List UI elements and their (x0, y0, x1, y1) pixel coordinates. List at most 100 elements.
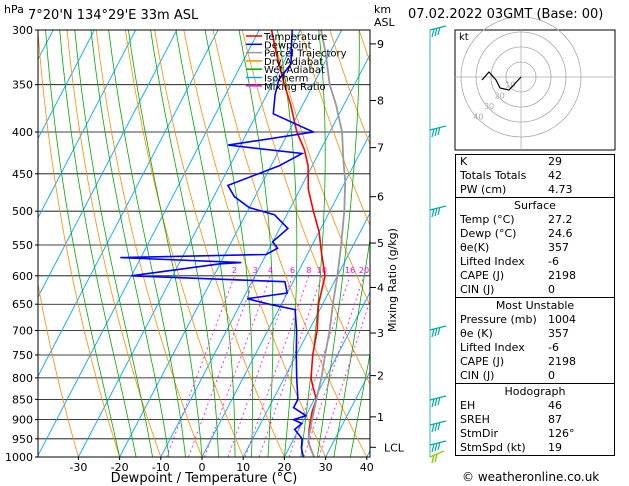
surface-section: Surface Temp (°C) 27.2 Dewp (°C) 24.6 θe(K) 3… (455, 197, 615, 298)
surface-label: CIN (J) (460, 283, 495, 296)
surface-label: θe(K) (460, 241, 490, 254)
surface-label: Temp (°C) (460, 213, 515, 226)
legend-label: Parcel Trajectory (264, 49, 347, 60)
dry-adiabat-line (183, 30, 326, 457)
index-value: 29 (548, 155, 562, 168)
most-unstable-value: 0 (548, 369, 555, 382)
surface-row: θe(K) 357 (456, 241, 614, 255)
mixing-ratio-line (288, 275, 351, 457)
hodograph-row: SREH 87 (456, 413, 614, 427)
surface-value: 2198 (548, 269, 576, 282)
mixing-ratio-label: 4 (268, 266, 273, 275)
pressure-tick-label: 400 (12, 126, 33, 139)
surface-value: 0 (548, 283, 555, 296)
mixing-ratio-label: 10 (317, 266, 327, 275)
pressure-tick-label: 500 (12, 205, 33, 218)
mixing-ratio-label: 16 (345, 266, 355, 275)
wet-adiabat-line (108, 30, 186, 457)
km-tick-label: 5 (377, 237, 384, 250)
x-axis-label: Dewpoint / Temperature (°C) (111, 471, 298, 486)
mixing-ratio-label: 3 (253, 266, 258, 275)
wet-adiabat-line (333, 236, 370, 457)
indices-table: K 29 Totals Totals 42 PW (cm) 4.73 Surface Te… (455, 154, 615, 456)
surface-label: Dewp (°C) (460, 227, 517, 240)
wet-adiabat-line (204, 30, 254, 457)
hodograph-label: StmSpd (kt) (460, 441, 526, 454)
pressure-tick-label: 700 (12, 325, 33, 338)
x-tick-label: -20 (111, 461, 129, 474)
hodograph-trace (481, 71, 522, 91)
run-date: 07.02.2022 03GMT (Base: 00) (408, 7, 604, 22)
pressure-tick-label: 450 (12, 168, 33, 181)
most-unstable-row: Pressure (mb) 1004 (456, 313, 614, 327)
km-tick-label: 4 (377, 281, 384, 294)
pressure-tick-label: 600 (12, 270, 33, 283)
surface-row: Temp (°C) 27.2 (456, 213, 614, 227)
surface-value: 24.6 (548, 227, 573, 240)
most-unstable-row: CIN (J) 0 (456, 369, 614, 383)
wind-barb-icon (429, 25, 447, 38)
index-value: 42 (548, 169, 562, 182)
surface-value: 27.2 (548, 213, 573, 226)
km-tick-label: 6 (377, 191, 384, 204)
mixing-ratio-line (166, 275, 235, 457)
isotherm-line (242, 212, 370, 457)
most-unstable-row: CAPE (J) 2198 (456, 355, 614, 369)
hodograph-ring-label: 20 (495, 91, 505, 100)
indices-section: K 29 Totals Totals 42 PW (cm) 4.73 (455, 154, 615, 198)
hodograph-row: EH 46 (456, 399, 614, 413)
wet-adiabat-line (128, 30, 203, 457)
hodograph-section: Hodograph EH 46 SREH 87 StmDir 126° StmSpd (kt… (455, 383, 615, 456)
x-tick-label: 10 (236, 461, 250, 474)
isotherm-line (160, 53, 370, 457)
surface-row: Lifted Index -6 (456, 255, 614, 269)
x-tick-label: -30 (69, 461, 87, 474)
pressure-tick-label: 950 (12, 433, 33, 446)
hodograph-value: 126° (548, 427, 575, 440)
index-row: Totals Totals 42 (456, 169, 614, 183)
legend-label: Temperature (263, 32, 327, 43)
dry-adiabat-line (125, 30, 244, 457)
chart-series (120, 30, 347, 457)
wind-barb-icon (429, 420, 447, 433)
chart-axes: 3003504004505005506006507007508008509009… (4, 3, 405, 486)
legend-label: Mixing Ratio (264, 82, 326, 93)
chart-grid: 2 3 4 6 8 10 16 20 25 (38, 30, 370, 457)
most-unstable-row: θe (K) 357 (456, 327, 614, 341)
dry-adiabat-line (95, 30, 203, 457)
surface-value: 357 (548, 241, 569, 254)
km-tick-label: 7 (377, 142, 384, 155)
wet-adiabat-line (349, 352, 370, 457)
wet-adiabat-line (74, 30, 153, 457)
km-tick-label: LCL (384, 441, 405, 454)
legend-label: Wet Adiabat (264, 65, 325, 76)
km-unit-label: km (374, 3, 391, 16)
x-tick-label: -10 (152, 461, 170, 474)
dry-adiabat-line (38, 30, 120, 457)
isotherm-line (38, 30, 137, 219)
most-unstable-label: Lifted Index (460, 341, 525, 354)
most-unstable-value: 2198 (548, 355, 576, 368)
most-unstable-section: Most Unstable Pressure (mb) 1004 θe (K) 357… (455, 297, 615, 384)
km-tick-label: 9 (377, 38, 384, 51)
surface-title: Surface (514, 199, 556, 212)
hodograph-ring-label: 10 (505, 81, 515, 90)
surface-label: CAPE (J) (460, 269, 505, 282)
index-row: PW (cm) 4.73 (456, 183, 614, 197)
pressure-tick-label: 300 (12, 24, 33, 37)
series-dewpoint (120, 30, 317, 457)
dry-adiabat-line (300, 30, 370, 227)
most-unstable-label: CAPE (J) (460, 355, 505, 368)
asl-label: ASL (374, 16, 396, 29)
dry-adiabat-line (154, 30, 285, 457)
hodograph-label: SREH (460, 413, 490, 426)
dry-adiabat-line (66, 30, 162, 457)
hodograph-ring-label: 40 (473, 113, 483, 122)
mixing-ratio-label: 8 (306, 266, 311, 275)
index-value: 4.73 (548, 183, 573, 196)
wet-adiabat-line (45, 30, 120, 457)
hodograph-row: StmDir 126° (456, 427, 614, 441)
hodograph-label: StmDir (460, 427, 499, 440)
legend-label: Dry Adiabat (264, 57, 323, 68)
